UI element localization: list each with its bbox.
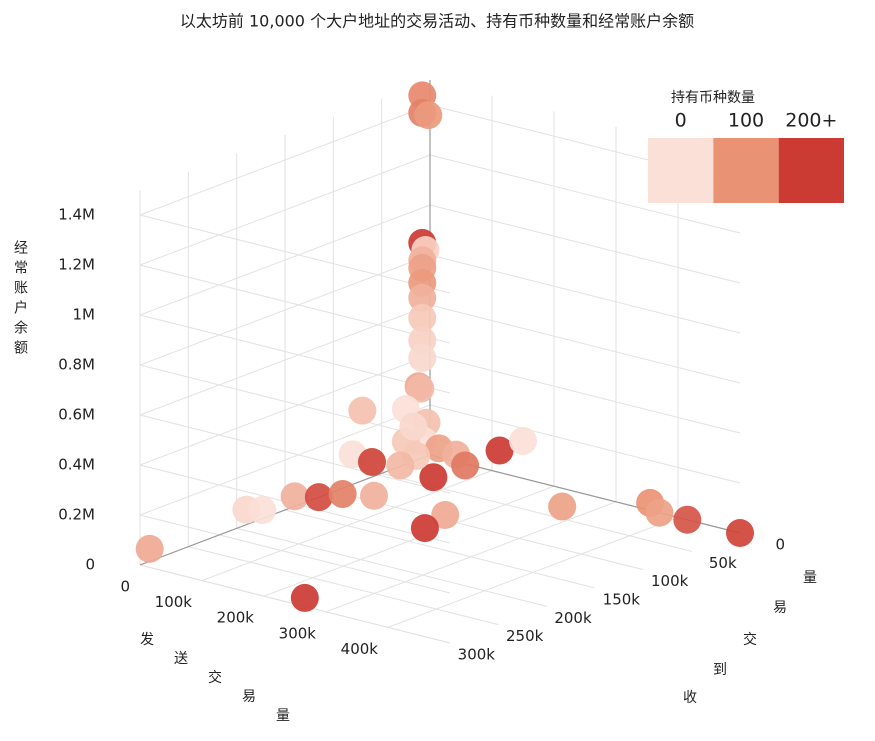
data-point	[386, 451, 415, 480]
colorbar-swatch	[648, 138, 714, 203]
data-point	[348, 396, 377, 425]
colorbar-swatch	[778, 138, 844, 203]
data-point	[358, 448, 386, 476]
y-tick-label: 150k	[603, 591, 641, 609]
grid-line	[429, 254, 741, 334]
axis-line	[139, 454, 431, 566]
data-point	[360, 481, 388, 510]
data-point	[645, 498, 674, 527]
data-point	[406, 374, 435, 403]
y-tick-label: 50k	[709, 554, 737, 572]
data-point	[419, 463, 448, 492]
z-tick-label: 0.4M	[58, 456, 95, 474]
x-tick-label: 200k	[217, 609, 255, 627]
z-tick-label: 1M	[73, 306, 96, 324]
colorbar-tick-label: 100	[728, 110, 764, 132]
grid-line	[429, 304, 741, 384]
z-tick-label: 1.4M	[58, 206, 95, 224]
z-tick-label: 1.2M	[58, 256, 95, 274]
grid-line	[429, 204, 741, 284]
y-tick-label: 250k	[506, 627, 544, 645]
grid-line	[188, 546, 499, 626]
data-point	[485, 436, 514, 465]
data-point	[408, 283, 437, 312]
colorbar-title: 持有币种数量	[671, 90, 755, 106]
z-tick-label: 0.2M	[58, 506, 95, 524]
colorbar-tick-label: 0	[675, 110, 687, 132]
y-tick-label: 0	[775, 536, 785, 554]
z-axis-title: 经常账户余额	[12, 240, 28, 360]
data-point	[399, 412, 428, 441]
data-point	[280, 482, 309, 511]
data-point	[548, 492, 577, 521]
z-tick-label: 0.6M	[58, 406, 95, 424]
y-tick-label: 300k	[458, 646, 496, 664]
grid-line	[139, 214, 451, 294]
grid-line	[139, 514, 451, 594]
grid-line	[139, 414, 451, 494]
grid-line	[429, 354, 741, 434]
data-point	[509, 426, 537, 455]
grid-line	[429, 404, 741, 484]
data-point	[410, 514, 439, 543]
x-tick-label: 100k	[155, 593, 193, 611]
data-point	[248, 496, 277, 525]
y-tick-label: 200k	[554, 609, 592, 627]
data-point	[290, 583, 319, 612]
data-point	[408, 343, 437, 372]
chart-title: 以太坊前 10,000 个大户地址的交易活动、持有币种数量和经常账户余额	[180, 12, 694, 31]
grid-line	[139, 264, 451, 344]
grid-line	[139, 314, 451, 394]
x-axis-title: 发送交易量	[140, 632, 290, 724]
colorbar-tick-label: 200+	[785, 110, 837, 132]
grid-line	[284, 509, 596, 589]
y-axis-title: 收到交易量	[683, 570, 817, 706]
grid-line	[236, 527, 547, 607]
data-point	[431, 500, 460, 529]
x-tick-label: 400k	[341, 640, 379, 658]
data-point	[726, 519, 754, 547]
z-tick-label: 0.8M	[58, 356, 95, 374]
z-tick-label: 0	[85, 556, 95, 574]
grid-line	[333, 491, 644, 571]
grid-line	[429, 154, 741, 234]
data-point	[451, 451, 480, 480]
data-point	[135, 534, 164, 563]
x-tick-label: 0	[120, 578, 130, 596]
colorbar-swatch	[713, 138, 779, 203]
data-point	[408, 303, 437, 332]
data-point	[673, 505, 702, 534]
data-point	[414, 101, 443, 130]
y-tick-label: 100k	[651, 572, 689, 590]
x-tick-label: 300k	[279, 624, 317, 642]
data-point	[304, 483, 333, 512]
data-point	[328, 480, 357, 509]
